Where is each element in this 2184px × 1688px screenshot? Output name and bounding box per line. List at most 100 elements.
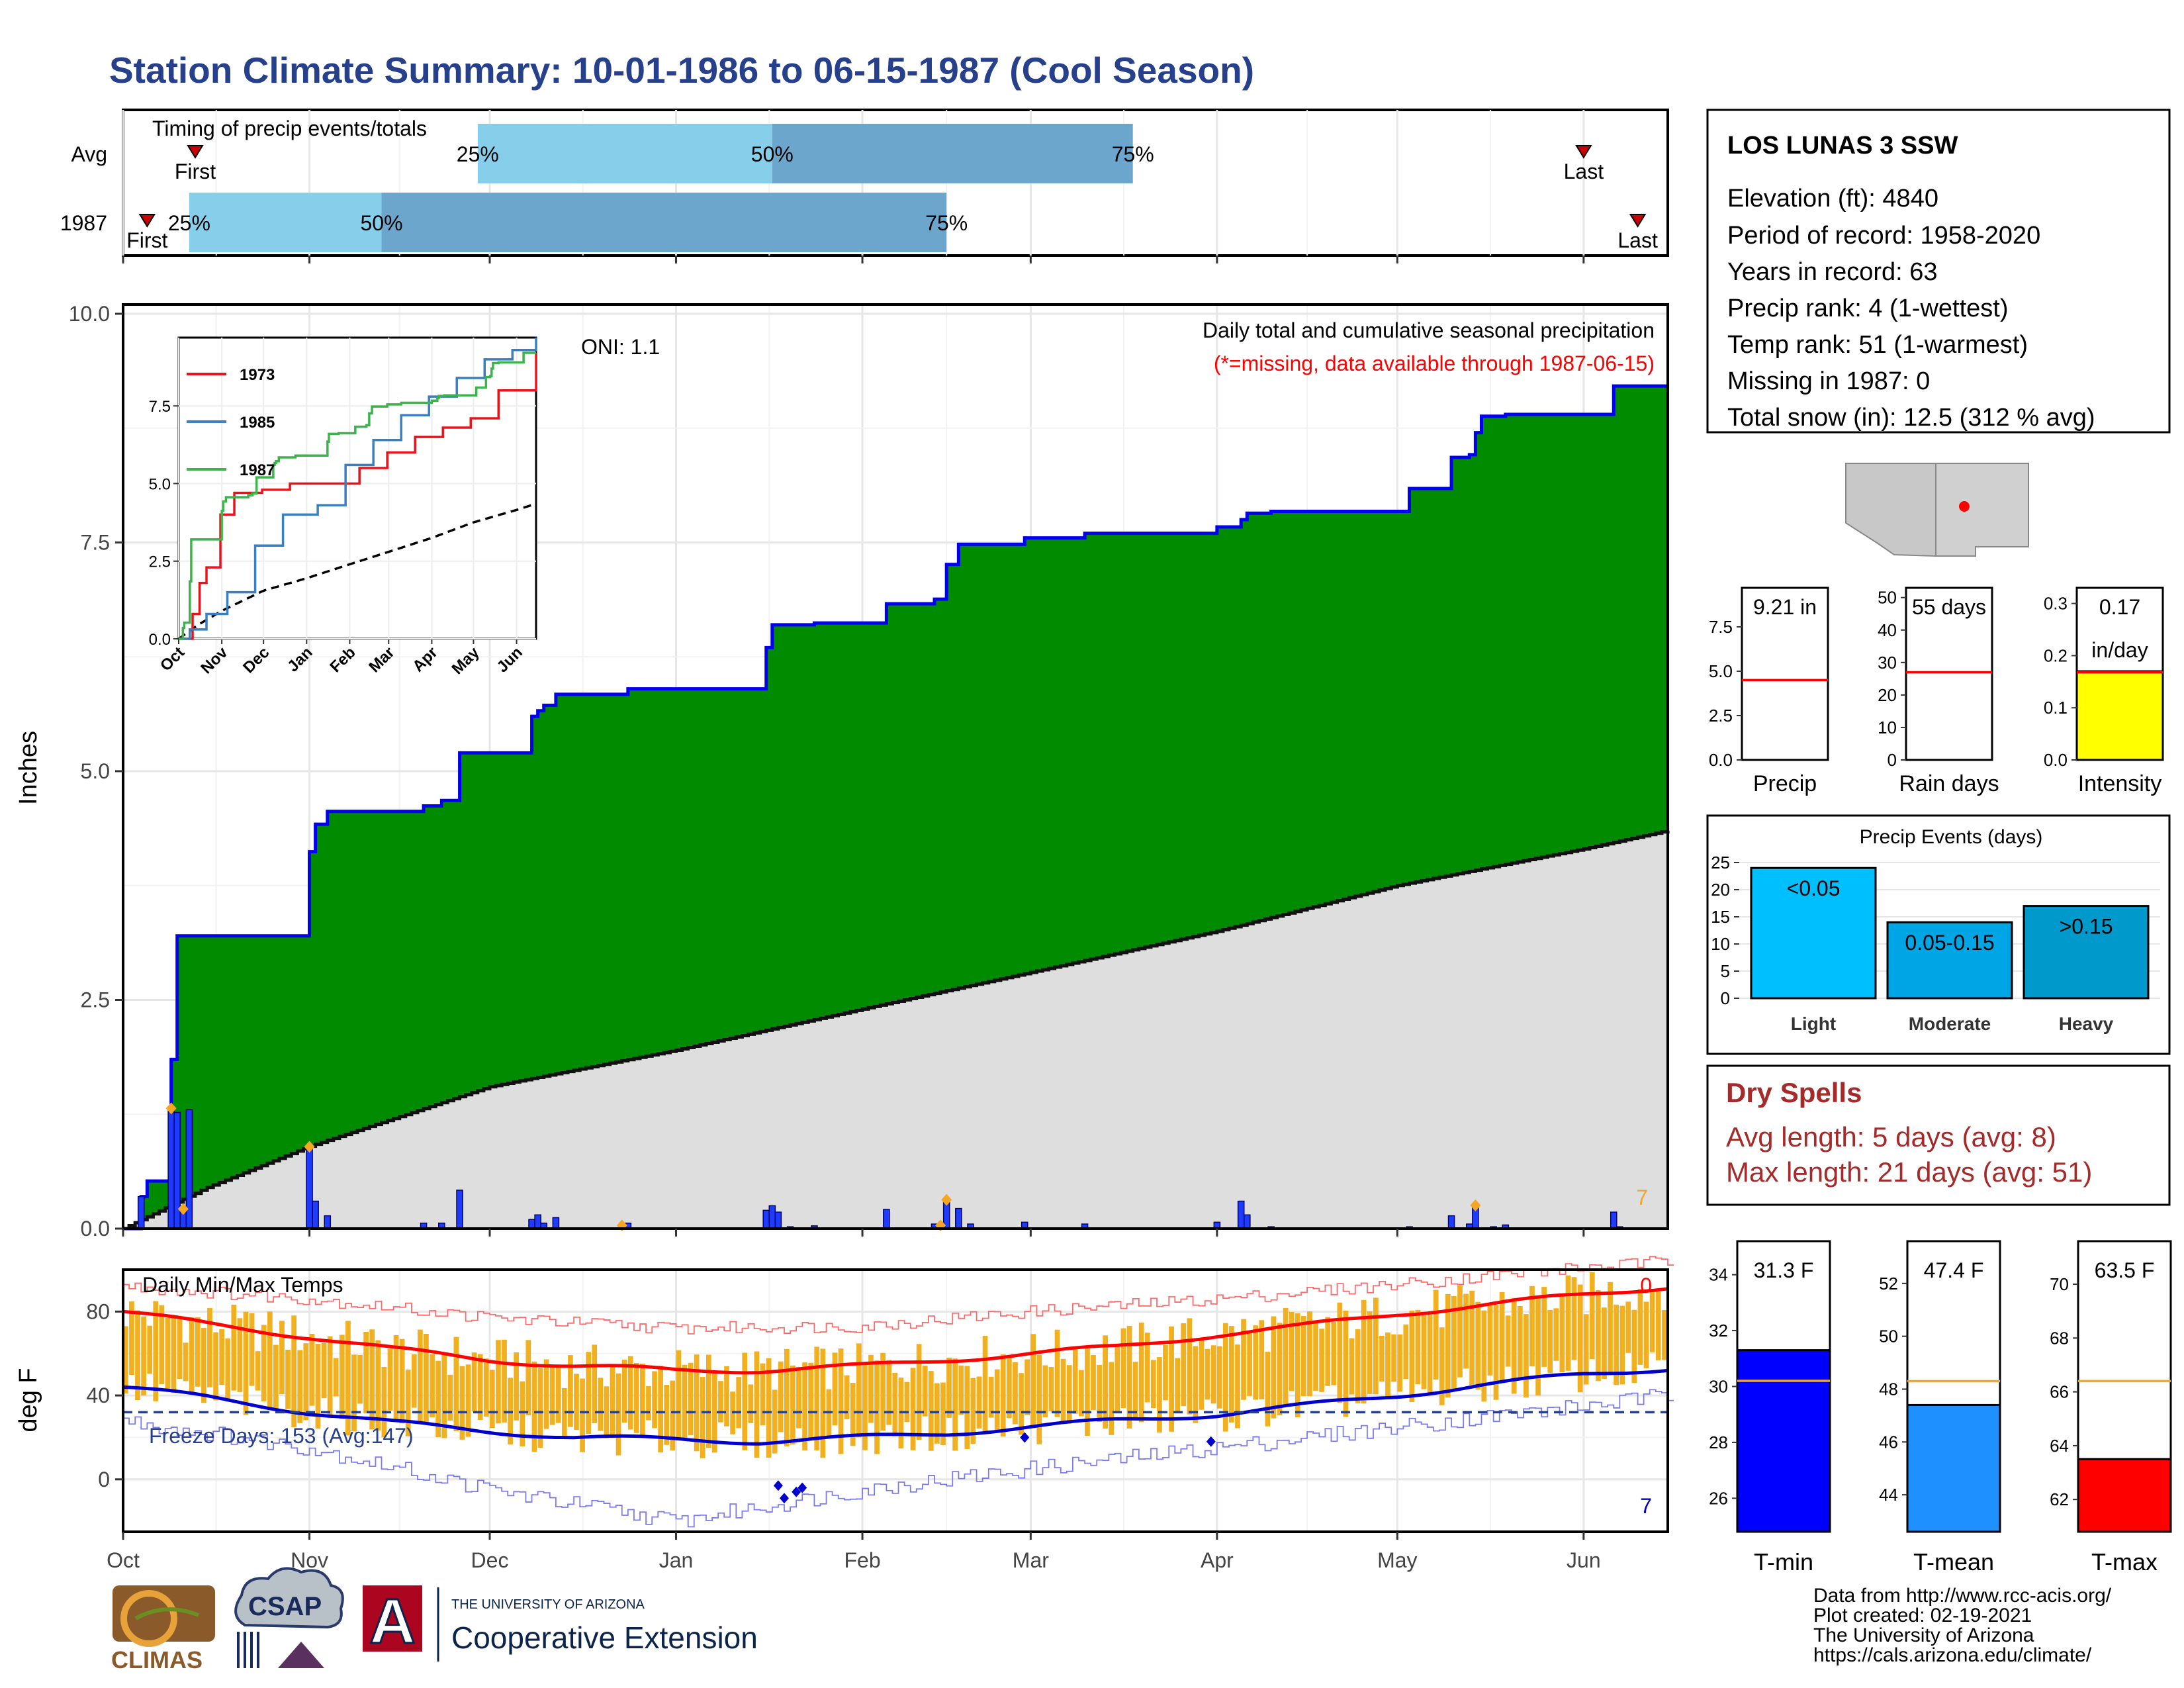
mini-bar-tick-label: 0.1 <box>2044 698 2068 718</box>
precip-y-tick-label: 5.0 <box>81 759 110 783</box>
first-marker <box>138 214 156 228</box>
daily-temp-bar <box>315 1343 321 1429</box>
daily-temp-bar <box>1481 1310 1487 1402</box>
mini-bar-tick-label: 0.2 <box>2044 645 2068 665</box>
daily-precip-bar <box>173 1111 181 1229</box>
mini-bar-tick-label: 2.5 <box>1709 706 1733 726</box>
daily-temp-bar <box>273 1344 279 1411</box>
daily-temp-bar <box>1596 1290 1601 1382</box>
daily-precip-bar <box>883 1209 890 1229</box>
daily-precip-bar <box>185 1109 193 1229</box>
daily-temp-bar <box>1661 1309 1667 1360</box>
daily-temp-bar <box>369 1329 375 1430</box>
daily-temp-bar <box>1265 1352 1271 1427</box>
mini-bar-tick-label: 50 <box>1878 588 1897 608</box>
daily-temp-bar <box>796 1366 801 1429</box>
precip-corner-value: 7 <box>1636 1186 1648 1209</box>
temp-summary-tick-label: 26 <box>1709 1488 1728 1508</box>
daily-temp-bar <box>952 1358 958 1451</box>
daily-temp-bar <box>904 1382 910 1423</box>
timing-quartile-label: 25% <box>168 211 210 235</box>
daily-temp-bar <box>615 1373 621 1456</box>
mini-bar-tick-label: 0.3 <box>2044 594 2068 614</box>
last-marker-label: Last <box>1564 160 1604 183</box>
daily-temp-bar <box>820 1348 826 1458</box>
daily-temp-bar <box>459 1366 465 1440</box>
daily-temp-bar <box>1439 1327 1445 1405</box>
daily-temp-bar <box>261 1325 267 1401</box>
daily-temp-bar <box>405 1370 411 1436</box>
month-tick-label: Oct <box>107 1548 140 1572</box>
daily-temp-bar <box>627 1356 633 1430</box>
daily-temp-bar <box>724 1366 729 1427</box>
daily-temp-bar <box>1103 1335 1109 1429</box>
daily-temp-bar <box>1445 1293 1451 1398</box>
daily-temp-bar <box>862 1362 868 1450</box>
timing-labels: Avg 25% 50% 75% First Last 1987 25% 50% 75% First L… <box>60 142 1658 252</box>
last-marker <box>1575 145 1592 159</box>
daily-temp-bar <box>453 1336 459 1432</box>
daily-temp-bar <box>1409 1310 1415 1402</box>
timing-quartile-label: 25% <box>457 142 499 166</box>
daily-temp-bar <box>195 1317 201 1387</box>
daily-temp-bar <box>399 1338 405 1424</box>
temp-summary-value: 31.3 F <box>1754 1258 1814 1282</box>
daily-temp-bar <box>1337 1302 1343 1403</box>
events-bar <box>1750 867 1877 1000</box>
temp-summary-fill <box>1906 1403 2001 1533</box>
temp-corner-bottom: 7 <box>1640 1494 1652 1518</box>
daily-temp-bar <box>1253 1325 1259 1400</box>
record-low-marker <box>797 1482 807 1493</box>
daily-temp-bar <box>1085 1348 1090 1436</box>
mini-bar-tick-label: 30 <box>1878 653 1897 673</box>
daily-temp-bar <box>910 1368 916 1450</box>
daily-temp-bar <box>574 1374 579 1430</box>
daily-temp-bar <box>1355 1329 1361 1404</box>
temp-summary-xlabel: T-mean <box>1913 1548 1994 1575</box>
daily-temp-bar <box>1138 1323 1144 1423</box>
daily-precip-bar <box>1610 1211 1617 1229</box>
daily-temp-bar <box>705 1354 711 1448</box>
daily-temp-bar <box>1385 1332 1390 1399</box>
daily-temp-bar <box>676 1350 682 1438</box>
events-category-label: Moderate <box>1909 1013 1991 1034</box>
mini-bar-frame <box>1741 586 1829 761</box>
daily-temp-bar <box>1307 1311 1312 1397</box>
daily-temp-bar <box>1187 1318 1193 1415</box>
daily-temp-bar <box>1559 1293 1565 1373</box>
daily-temp-bar <box>201 1327 206 1403</box>
daily-temp-bar <box>1169 1326 1174 1432</box>
daily-precip-bar <box>955 1207 962 1229</box>
daily-temp-bar <box>610 1366 615 1438</box>
precip-panel-title: Daily total and cumulative seasonal prec… <box>1203 318 1655 342</box>
inset-series-line-1987 <box>179 352 536 640</box>
daily-temp-bar <box>880 1352 886 1431</box>
daily-temp-bar <box>496 1340 501 1424</box>
daily-precip-bar <box>768 1205 776 1229</box>
mini-bar-tick-label: 0 <box>1888 750 1897 770</box>
record-low-marker <box>779 1493 789 1504</box>
last-marker <box>1629 214 1647 228</box>
daily-temp-bar <box>1115 1345 1120 1412</box>
temp-summary-tick-label: 64 <box>2050 1436 2069 1456</box>
daily-temp-bar <box>646 1386 651 1421</box>
timing-row-label: Avg <box>71 142 107 166</box>
daily-temp-bar <box>658 1366 663 1453</box>
inset-chart: Oct Nov Dec Jan Feb Mar Apr May Jun0.02.55.07.51… <box>149 336 537 678</box>
precip-panel: 0.0 2.5 5.0 7.5 10.0 Inches Daily total and … <box>15 302 1670 1241</box>
daily-temp-bar <box>640 1363 645 1437</box>
events-y-tick-label: 25 <box>1711 853 1730 872</box>
daily-temp-bar <box>1463 1293 1469 1369</box>
month-tick-label: Dec <box>471 1548 509 1572</box>
snow-marker <box>1470 1199 1481 1211</box>
daily-temp-bar <box>976 1376 982 1429</box>
precip-y-axis: 0.0 2.5 5.0 7.5 10.0 <box>69 302 123 1241</box>
daily-temp-bar <box>1157 1357 1162 1433</box>
inset-y-tick-label: 2.5 <box>149 553 171 571</box>
timing-bar-q25-q50 <box>477 124 772 183</box>
timing-bar-q50-q75 <box>381 193 947 252</box>
ua-logo-letter: A <box>369 1586 415 1657</box>
station-name: LOS LUNAS 3 SSW <box>1727 132 1958 160</box>
climas-logo-mark <box>113 1585 215 1642</box>
daily-temp-bar <box>1649 1289 1655 1352</box>
